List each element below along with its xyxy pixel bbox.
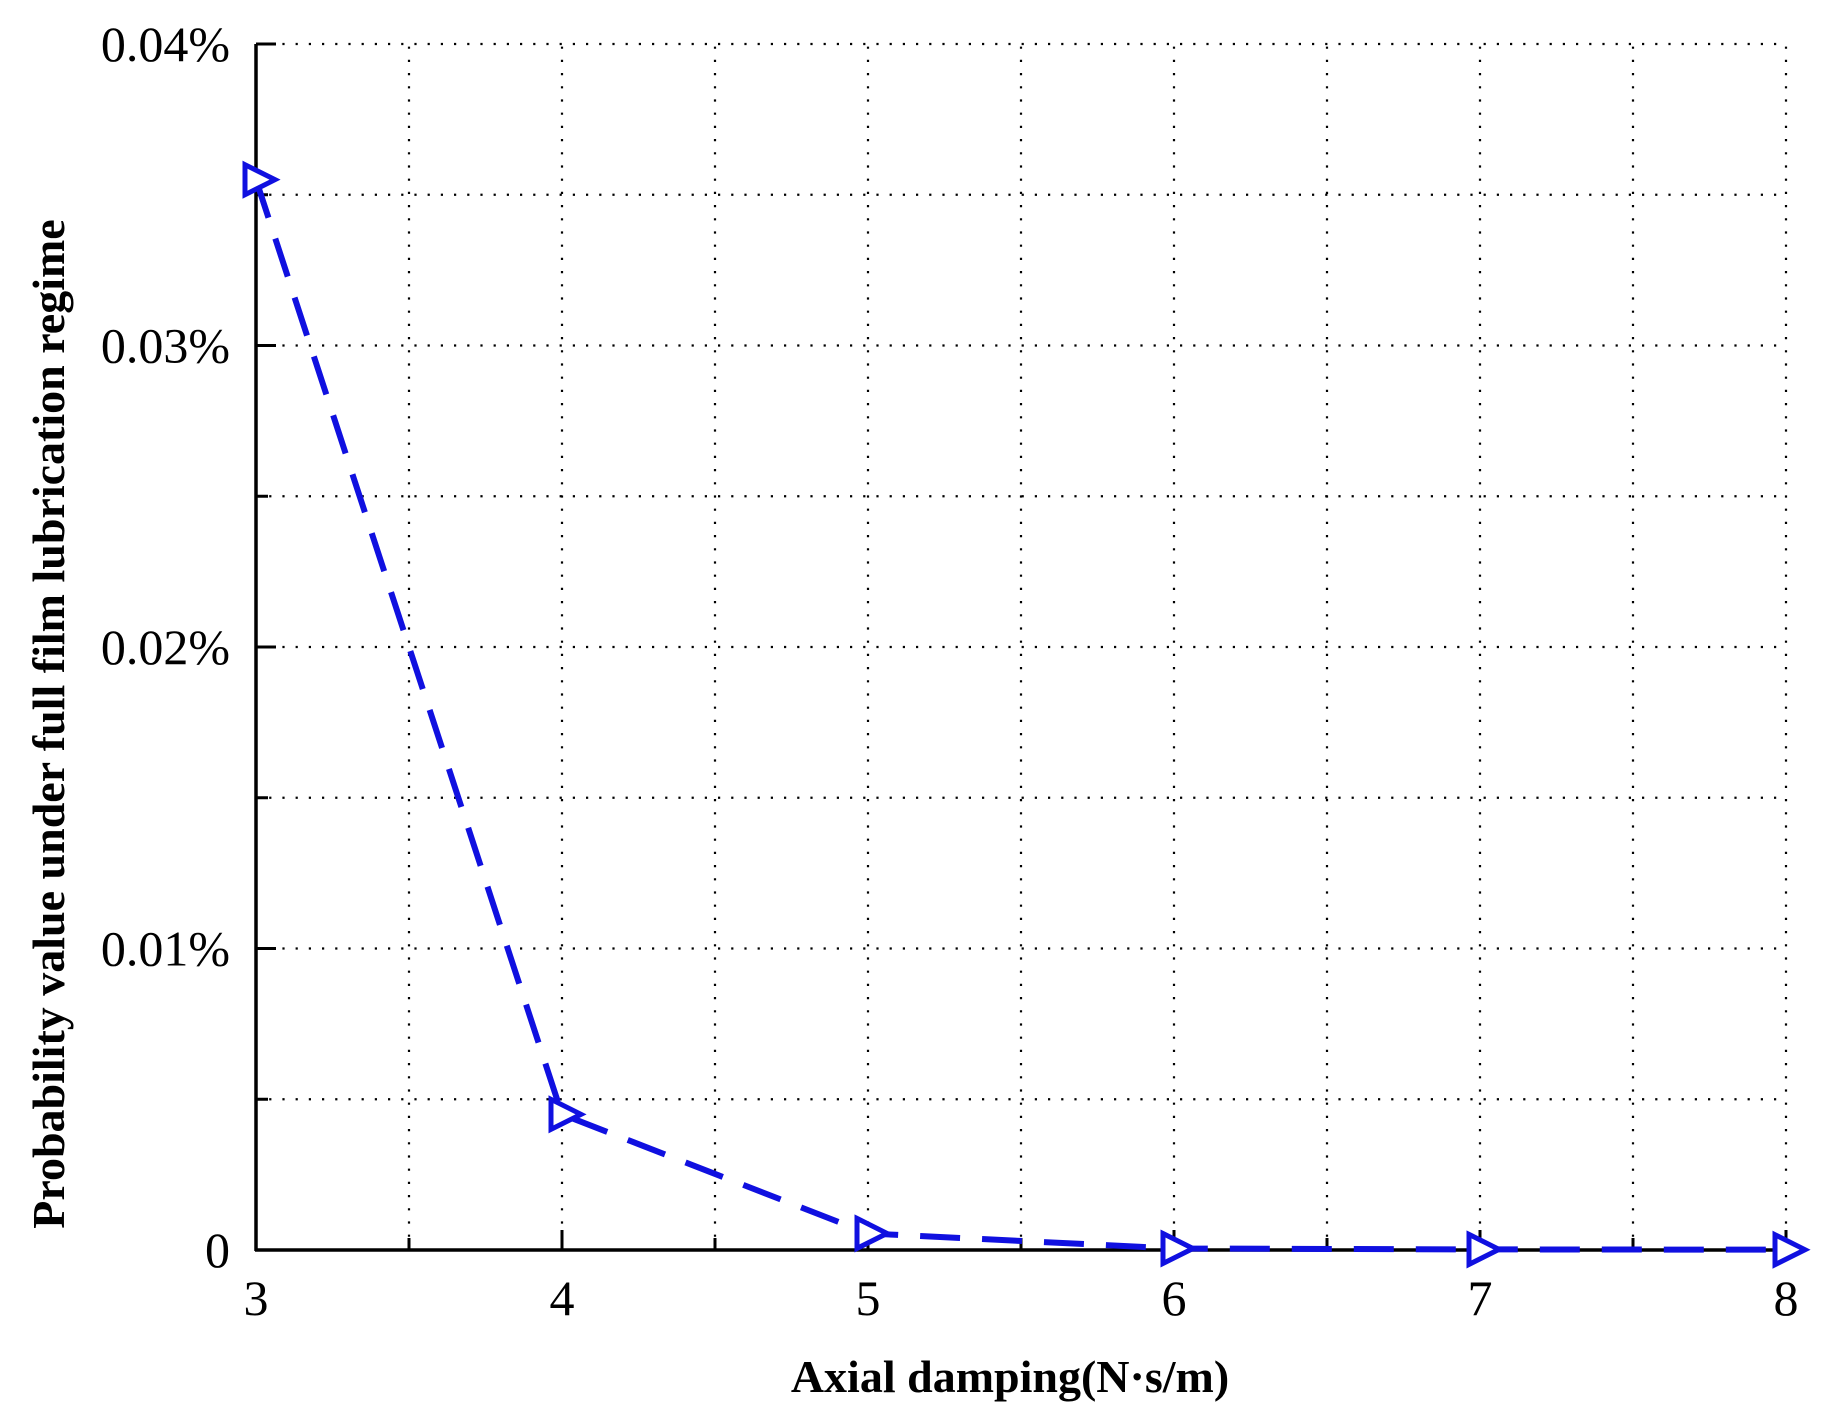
tick-marks xyxy=(254,42,1788,1252)
x-tick-label: 4 xyxy=(550,1270,575,1326)
axis-titles: Axial damping(N·s/m) Probability value u… xyxy=(23,219,1229,1402)
y-tick-label: 0.01% xyxy=(101,921,230,977)
data-point-marker xyxy=(854,1214,893,1253)
tick-labels: 3 4 5 6 7 8 0 0.01% 0.02% 0.03% 0.04% xyxy=(101,16,1799,1326)
y-axis-title: Probability value under full film lubric… xyxy=(23,219,74,1228)
y-tick-label: 0.04% xyxy=(101,16,230,72)
x-tick-label: 7 xyxy=(1468,1270,1493,1326)
grid-lines xyxy=(256,42,1788,1250)
y-tick-label: 0.03% xyxy=(101,318,230,374)
y-tick-label: 0.02% xyxy=(101,619,230,675)
series-line xyxy=(253,178,1787,1253)
data-series xyxy=(242,160,1811,1269)
data-point-marker xyxy=(1772,1230,1811,1269)
x-tick-label: 3 xyxy=(244,1270,269,1326)
x-tick-label: 8 xyxy=(1774,1270,1799,1326)
data-point-marker xyxy=(1466,1230,1505,1269)
data-point-marker xyxy=(1160,1229,1199,1268)
x-axis-title: Axial damping(N·s/m) xyxy=(791,1351,1229,1402)
data-point-marker xyxy=(548,1095,587,1134)
x-tick-label: 5 xyxy=(856,1270,881,1326)
x-tick-label: 6 xyxy=(1162,1270,1187,1326)
axes xyxy=(254,44,1786,1252)
data-point-marker xyxy=(242,160,281,199)
y-tick-label: 0 xyxy=(205,1222,230,1278)
